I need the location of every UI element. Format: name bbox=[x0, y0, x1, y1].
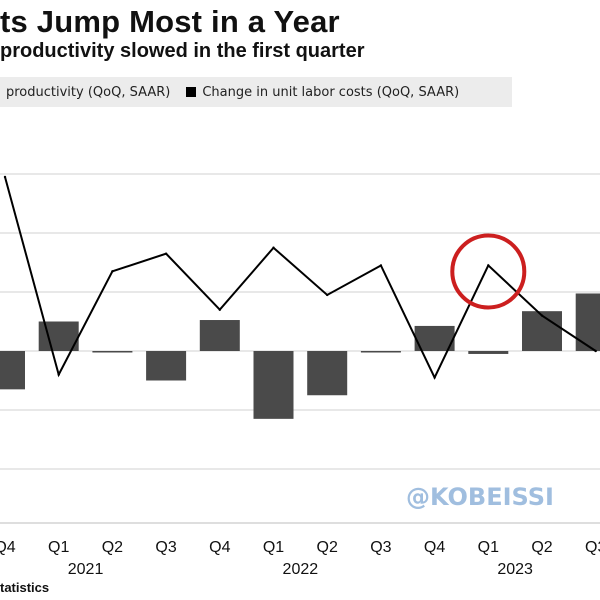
point-productivity bbox=[57, 373, 60, 376]
bar-unit-labor-costs bbox=[146, 351, 187, 381]
point-productivity bbox=[487, 264, 490, 267]
x-tick-label-quarter: Q4 bbox=[424, 539, 445, 556]
x-tick-label-quarter: Q3 bbox=[155, 539, 176, 556]
point-productivity bbox=[594, 349, 597, 353]
bar-unit-labor-costs bbox=[522, 311, 562, 351]
x-tick-label-quarter: Q2 bbox=[317, 539, 338, 556]
x-tick-label-quarter: Q1 bbox=[48, 539, 69, 556]
chart-legend: productivity (QoQ, SAAR) Change in unit … bbox=[0, 77, 512, 107]
bar-unit-labor-costs bbox=[360, 351, 401, 353]
x-tick-label-year: 2021 bbox=[68, 561, 104, 578]
x-tick-label-quarter: Q1 bbox=[263, 539, 284, 556]
bar-unit-labor-costs bbox=[253, 351, 294, 419]
bar-unit-labor-costs bbox=[468, 351, 509, 354]
point-productivity bbox=[540, 314, 544, 317]
point-productivity bbox=[272, 246, 275, 249]
highlight-circle bbox=[450, 233, 527, 310]
x-tick-label-quarter: Q3 bbox=[585, 539, 600, 556]
legend-label-unit-labor-costs: Change in unit labor costs (QoQ, SAAR) bbox=[202, 84, 460, 100]
bar-unit-labor-costs bbox=[575, 293, 600, 351]
x-tick-label-quarter: Q1 bbox=[478, 539, 499, 556]
point-productivity bbox=[326, 293, 329, 297]
point-productivity bbox=[379, 264, 383, 267]
watermark-text: @KOBEISSI bbox=[406, 483, 554, 511]
x-tick-label-quarter: Q2 bbox=[531, 539, 552, 556]
point-productivity bbox=[164, 252, 168, 255]
chart-source: tatistics bbox=[0, 580, 50, 595]
chart-title: ts Jump Most in a Year bbox=[0, 4, 340, 39]
bar-unit-labor-costs bbox=[92, 351, 133, 353]
bar-unit-labor-costs bbox=[0, 351, 25, 390]
bar-unit-labor-costs bbox=[414, 325, 455, 351]
point-productivity bbox=[111, 270, 114, 273]
x-tick-label-year: 2022 bbox=[283, 561, 319, 578]
bar-unit-labor-costs bbox=[199, 320, 240, 351]
x-tick-label-quarter: Q3 bbox=[370, 539, 391, 556]
x-tick-label-quarter: Q2 bbox=[102, 539, 123, 556]
legend-swatch-square-icon bbox=[186, 87, 197, 97]
chart-subtitle: productivity slowed in the first quarter bbox=[0, 40, 365, 62]
x-tick-label-quarter: Q4 bbox=[0, 539, 16, 556]
point-productivity bbox=[433, 376, 436, 379]
x-tick-label-year: 2023 bbox=[497, 561, 533, 578]
point-productivity bbox=[218, 308, 221, 311]
legend-label-productivity: productivity (QoQ, SAAR) bbox=[6, 84, 171, 100]
line-productivity bbox=[4, 176, 597, 380]
legend-item-unit-labor-costs: Change in unit labor costs (QoQ, SAAR) bbox=[186, 85, 459, 100]
x-tick-label-quarter: Q4 bbox=[209, 539, 230, 556]
chart-plot-area: @KOBEISSI Q4 Q1 Q2 Q3 Q4 Q1 Q2 Q3 Q4 Q1 Q2 Q3 2021 202… bbox=[0, 173, 600, 578]
legend-item-productivity: productivity (QoQ, SAAR) bbox=[6, 85, 170, 100]
bar-unit-labor-costs bbox=[307, 351, 348, 396]
point-productivity bbox=[3, 175, 7, 179]
